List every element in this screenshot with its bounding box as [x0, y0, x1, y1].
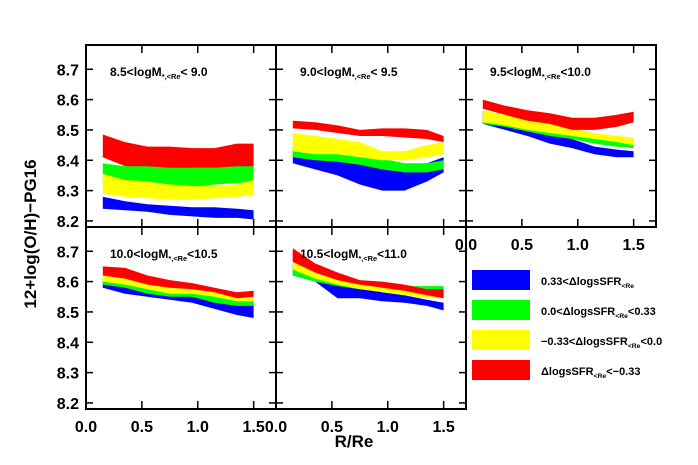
- legend-label-1-main: 0.33<ΔlogsSFR: [541, 276, 621, 288]
- legend: 0.33<ΔlogsSFR<Re0.0<ΔlogsSFR<Re<0.33−0.3…: [472, 270, 662, 380]
- legend-label-3-suffix: <0.0: [640, 336, 662, 348]
- panels-layer: 8.5<logM*,<Re< 9.0 9.0<logM*,<Re< 9.5 9.5<…: [85, 44, 657, 410]
- band-series-3: [102, 173, 254, 200]
- x-axis-label: R/Re: [335, 432, 374, 451]
- x-tick-label: 1.0: [377, 419, 399, 436]
- panel-title: 10.0<logM*,<Re<10.5: [110, 247, 218, 263]
- y-tick-label: 8.2: [57, 214, 79, 231]
- band-series-3: [482, 110, 634, 146]
- panel-title-suffix: < 9.5: [371, 65, 398, 79]
- legend-label-2-subscript: <Re: [615, 313, 628, 320]
- panel-title-subscript: *,<Re: [168, 254, 187, 263]
- band-series-1: [292, 251, 444, 311]
- x-tick-label: 1.0: [567, 237, 589, 254]
- panel-title-subscript: *,<Re: [162, 72, 181, 81]
- y-tick-label: 8.3: [57, 184, 79, 201]
- x-tick-label: 0.0: [265, 419, 287, 436]
- panel-3: 9.5<logM*,<Re<10.0: [465, 44, 657, 228]
- legend-label-4: ΔlogsSFR<Re<−0.33: [541, 366, 640, 380]
- legend-swatch-4: [472, 360, 530, 380]
- y-tick-label: 8.5: [57, 305, 79, 322]
- panel-title-suffix: <10.5: [187, 247, 218, 261]
- legend-label-3-main: −0.33<ΔlogsSFR: [541, 336, 628, 348]
- legend-label-4-subscript: <Re: [594, 373, 607, 380]
- legend-label-2-main: 0.0<ΔlogsSFR: [541, 306, 615, 318]
- panel-title-suffix: <11.0: [377, 247, 407, 261]
- legend-label-4-main: ΔlogsSFR: [541, 366, 594, 378]
- band-series-3: [292, 133, 444, 161]
- panel-4: 10.0<logM*,<Re<10.5: [85, 226, 277, 410]
- panel-title-suffix: < 9.0: [181, 65, 208, 79]
- y-tick-label: 8.4: [57, 335, 79, 352]
- y-tick-label: 8.5: [57, 123, 79, 140]
- panel-title: 9.5<logM*,<Re<10.0: [490, 65, 591, 81]
- legend-label-2: 0.0<ΔlogsSFR<Re<0.33: [541, 306, 656, 320]
- panel-frame: [465, 44, 657, 228]
- legend-label-2-suffix: <0.33: [628, 306, 656, 318]
- panel-2: 9.0<logM*,<Re< 9.5: [275, 44, 467, 228]
- panel-title-subscript: *,<Re: [542, 72, 561, 81]
- legend-swatch-3: [472, 330, 530, 350]
- axes-layer: 8.2 8.3 8.4 8.5 8.6 8.7 8.2 8.3 8.4 8.5 8.6 8.7 0.0 0…: [57, 62, 645, 436]
- x-tick-label: 1.5: [623, 237, 645, 254]
- panel-1: 8.5<logM*,<Re< 9.0: [85, 44, 277, 228]
- x-tick-label: 0.5: [511, 237, 533, 254]
- y-tick-label: 8.4: [57, 153, 79, 170]
- panel-title-subscript: *,<Re: [358, 254, 377, 263]
- panel-title: 9.0<logM*,<Re< 9.5: [300, 65, 398, 81]
- y-axis-label: 12+log(O/H)−PG16: [21, 159, 40, 308]
- panel-title-suffix: <10.0: [561, 65, 592, 79]
- x-tick-label: 0.5: [131, 419, 153, 436]
- panel-5: 10.5<logM*,<Re<11.0: [275, 226, 467, 410]
- panel-title-main: 9.0<logM: [300, 65, 352, 79]
- y-tick-label: 8.7: [57, 62, 79, 79]
- legend-label-4-suffix: <−0.33: [606, 366, 640, 378]
- legend-label-1-subscript: <Re: [621, 283, 634, 290]
- x-tick-label: 0.0: [75, 419, 97, 436]
- band-series-1: [102, 196, 254, 220]
- x-tick-label: 1.5: [243, 419, 265, 436]
- y-tick-label: 8.6: [57, 93, 79, 110]
- panel-title-main: 9.5<logM: [490, 65, 542, 79]
- y-tick-label: 8.7: [57, 244, 79, 261]
- band-series-4: [292, 248, 444, 299]
- band-series-4: [292, 120, 444, 143]
- legend-label-3-subscript: <Re: [628, 343, 641, 350]
- y-tick-label: 8.6: [57, 275, 79, 292]
- panel-title: 8.5<logM*,<Re< 9.0: [110, 65, 208, 81]
- panel-title-subscript: *,<Re: [352, 72, 371, 81]
- band-series-2: [292, 266, 444, 291]
- legend-swatch-2: [472, 300, 530, 320]
- x-tick-label: 1.0: [187, 419, 209, 436]
- panel-title: 10.5<logM*,<Re<11.0: [300, 247, 407, 263]
- legend-swatch-1: [472, 270, 530, 290]
- panel-title-main: 10.5<logM: [300, 247, 358, 261]
- y-tick-label: 8.2: [57, 396, 79, 413]
- panel-title-main: 10.0<logM: [110, 247, 168, 261]
- x-tick-label: 0.0: [455, 237, 477, 254]
- panel-frame: [275, 226, 467, 410]
- legend-label-3: −0.33<ΔlogsSFR<Re<0.0: [541, 336, 662, 350]
- x-tick-label: 1.5: [433, 419, 455, 436]
- band-series-4: [482, 99, 634, 130]
- y-tick-label: 8.3: [57, 366, 79, 383]
- band-series-4: [102, 266, 254, 299]
- panel-title-main: 8.5<logM: [110, 65, 162, 79]
- x-tick-label: 0.5: [321, 419, 343, 436]
- legend-label-1: 0.33<ΔlogsSFR<Re: [541, 276, 634, 290]
- band-series-4: [102, 134, 254, 168]
